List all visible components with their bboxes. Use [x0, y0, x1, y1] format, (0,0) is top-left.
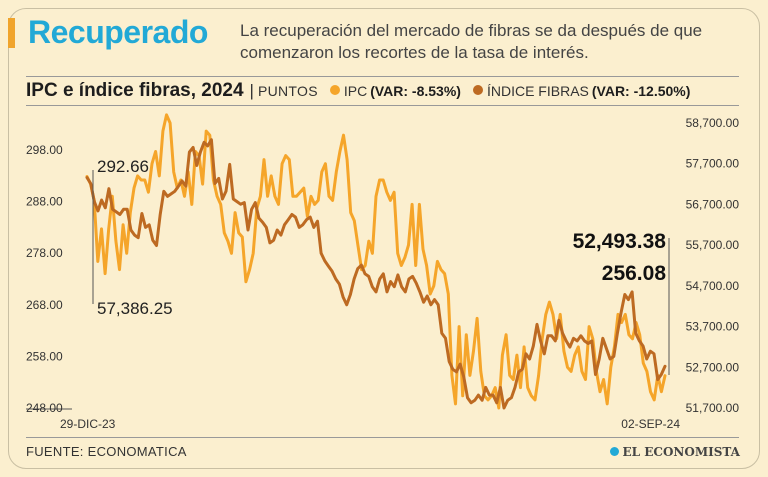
annotations: 292.66 57,386.25 52,493.38 256.08	[92, 157, 670, 375]
legend-ipc-dot-icon	[329, 85, 340, 95]
annotation-ipc-end: 52,493.38	[573, 230, 667, 253]
annotation-fibras-end: 256.08	[602, 262, 667, 285]
legend-fibras-dot-icon	[472, 85, 483, 95]
right-tick-label: 52,700.00	[686, 360, 740, 374]
legend-ipc-variation: (VAR: -8.53%)	[370, 83, 461, 99]
subtitle: La recuperación del mercado de fibras se…	[240, 21, 703, 62]
bottom-divider	[26, 437, 739, 438]
source-note: FUENTE: ECONOMATICA	[26, 444, 187, 459]
left-tick-label: 248.00	[26, 401, 63, 415]
left-tick-label: 258.00	[26, 349, 63, 363]
right-tick-label: 57,700.00	[686, 157, 740, 171]
title-separator: |	[249, 81, 254, 100]
chart-units: PUNTOS	[257, 83, 318, 99]
x-end-label: 02-SEP-24	[621, 417, 680, 431]
left-tick-label: 278.00	[26, 246, 63, 260]
left-tick-label: 288.00	[26, 195, 63, 209]
right-tick-label: 51,700.00	[686, 401, 740, 415]
ipc-series-line	[85, 113, 667, 410]
publisher-logo: EL ECONOMISTA	[609, 445, 740, 459]
x-start-label: 29-DIC-23	[60, 417, 116, 431]
legend-ipc-label: IPC	[343, 83, 368, 99]
left-axis-ticks: 298.00 288.00 278.00 268.00 258.00 248.00	[26, 143, 63, 415]
right-tick-label: 53,700.00	[686, 320, 740, 334]
annotation-fibras-start: 292.66	[97, 157, 149, 176]
accent-bar	[8, 18, 15, 48]
left-tick-label: 298.00	[26, 143, 63, 157]
right-tick-label: 56,700.00	[686, 197, 740, 211]
legend-fibras-variation: (VAR: -12.50%)	[591, 83, 691, 99]
right-tick-label: 54,700.00	[686, 279, 740, 293]
annotation-ipc-start: 57,386.25	[97, 299, 173, 318]
legend-fibras-label: ÍNDICE FIBRAS	[486, 83, 589, 99]
legend-divider	[26, 105, 739, 106]
chart-title: IPC e índice fibras, 2024	[26, 80, 244, 101]
logo-text: EL ECONOMISTA	[622, 445, 740, 459]
chart-frame	[8, 8, 760, 469]
right-tick-label: 58,700.00	[686, 116, 740, 130]
series-layer	[85, 113, 667, 410]
right-tick-label: 55,700.00	[686, 238, 740, 252]
chart-legend: IPC e índice fibras, 2024 | PUNTOS IPC (VAR:…	[26, 80, 690, 104]
headline: Recuperado	[28, 14, 208, 50]
top-divider	[26, 76, 739, 77]
logo-ball-icon	[609, 447, 619, 456]
right-axis-ticks: 58,700.00 57,700.00 56,700.00 55,700.00 54,7…	[686, 116, 740, 415]
left-tick-label: 268.00	[26, 298, 63, 312]
fibras-series-line	[85, 138, 667, 410]
